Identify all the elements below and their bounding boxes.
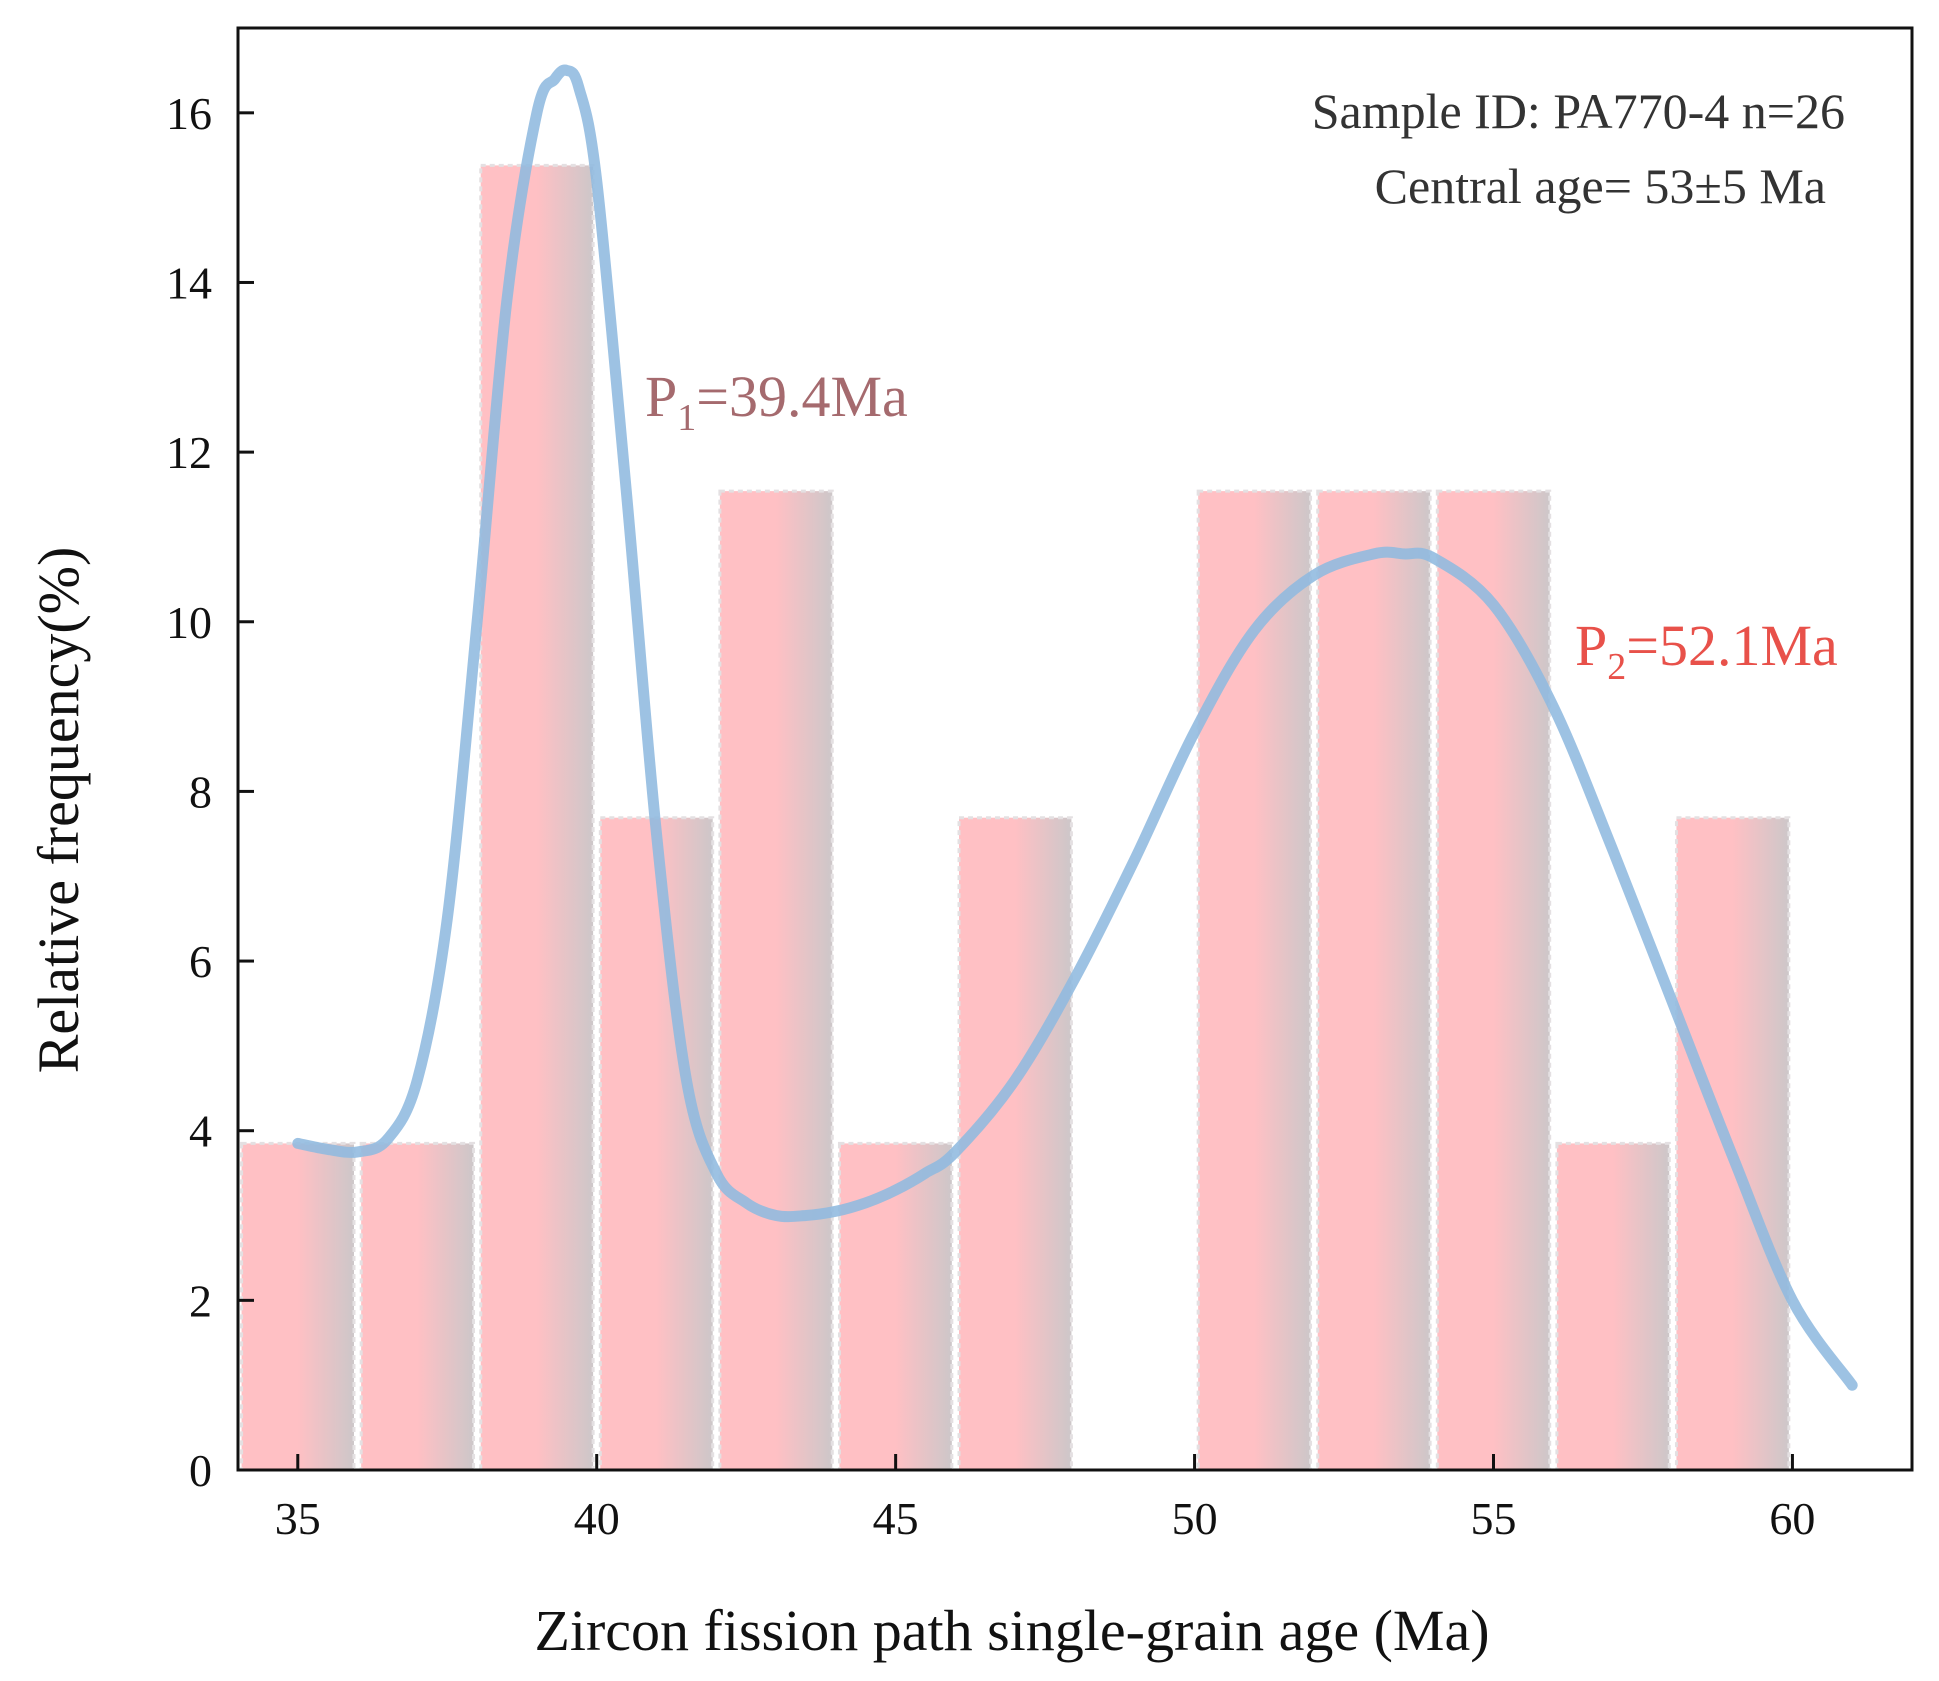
histogram-bar bbox=[957, 816, 1073, 1472]
histogram-bar bbox=[240, 1141, 356, 1472]
y-tick-label: 6 bbox=[189, 936, 212, 987]
x-tick-label: 45 bbox=[873, 1493, 919, 1544]
plot-frame bbox=[236, 26, 1914, 1472]
x-tick-label: 60 bbox=[1769, 1493, 1815, 1544]
y-tick-label: 14 bbox=[166, 257, 212, 308]
y-tick-label: 16 bbox=[166, 88, 212, 139]
y-tick-label: 0 bbox=[189, 1445, 212, 1496]
peak1-label: P1=39.4Ma bbox=[645, 364, 908, 439]
histogram-bar bbox=[598, 816, 715, 1472]
peak2-letter: P bbox=[1575, 613, 1607, 678]
histogram-bar bbox=[1555, 1141, 1671, 1472]
curve-layer bbox=[292, 64, 1858, 1391]
sample-id-label: Sample ID: PA770-4 n=26 bbox=[1312, 83, 1845, 139]
y-tick-label: 12 bbox=[166, 427, 212, 478]
peak1-letter: P bbox=[645, 364, 677, 429]
histogram-bar bbox=[359, 1141, 476, 1472]
histogram-bar bbox=[1316, 489, 1432, 1472]
x-axis-label: Zircon fission path single-grain age (Ma… bbox=[534, 1598, 1489, 1663]
x-tick-label: 35 bbox=[275, 1493, 321, 1544]
peak2-value: =52.1Ma bbox=[1626, 613, 1838, 678]
y-tick-label: 10 bbox=[166, 597, 212, 648]
y-axis-label: Relative frequency(%) bbox=[26, 547, 91, 1074]
histogram-bar bbox=[718, 489, 834, 1472]
x-tick-label: 50 bbox=[1172, 1493, 1218, 1544]
y-tick-label: 4 bbox=[189, 1106, 212, 1157]
y-tick-label: 2 bbox=[189, 1275, 212, 1326]
x-tick-label: 40 bbox=[574, 1493, 620, 1544]
histogram-bar bbox=[1435, 489, 1552, 1472]
peak1-value: =39.4Ma bbox=[696, 364, 908, 429]
peak2-label: P2=52.1Ma bbox=[1575, 613, 1838, 688]
y-tick-label: 8 bbox=[189, 766, 212, 817]
histogram-bar bbox=[1196, 489, 1313, 1472]
x-ticks: 35 40 45 50 55 60 bbox=[275, 1454, 1815, 1544]
central-age-label: Central age= 53±5 Ma bbox=[1375, 158, 1826, 214]
density-curve bbox=[292, 64, 1858, 1391]
sample-info-box: Sample ID: PA770-4 n=26 Central age= 53±… bbox=[1312, 83, 1845, 214]
y-ticks: 0 2 4 6 8 10 12 14 16 bbox=[166, 88, 254, 1496]
x-tick-label: 55 bbox=[1471, 1493, 1517, 1544]
histogram-bar bbox=[837, 1141, 954, 1472]
peak2-subscript: 2 bbox=[1607, 646, 1626, 688]
bars-group bbox=[240, 163, 1791, 1472]
peak1-subscript: 1 bbox=[677, 397, 696, 439]
